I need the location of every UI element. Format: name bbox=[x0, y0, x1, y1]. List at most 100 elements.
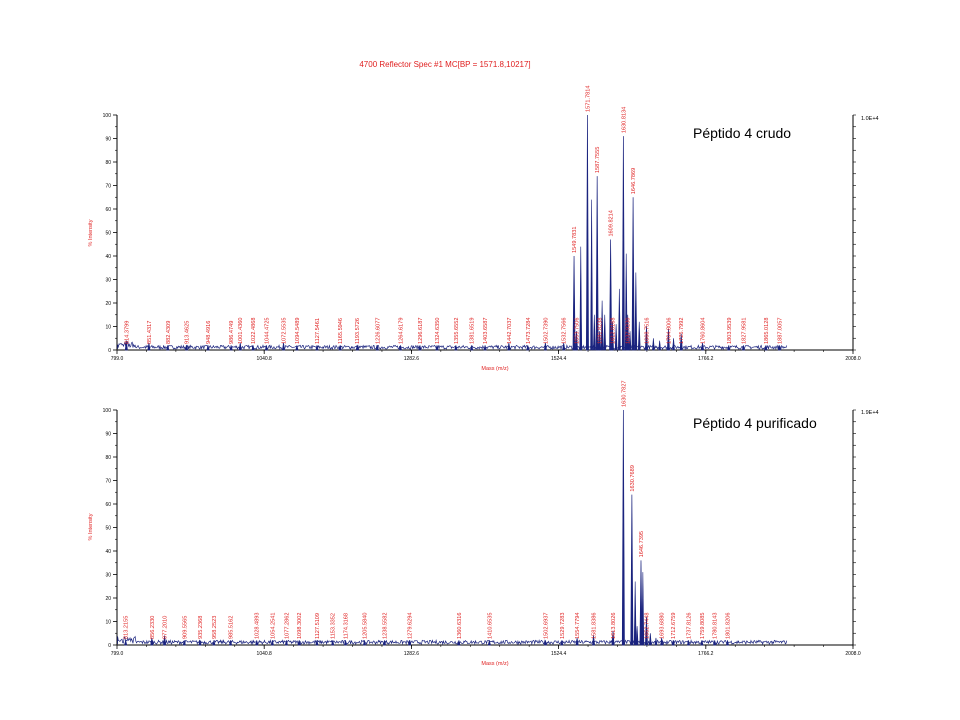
y-tick-label: 40 bbox=[105, 254, 111, 260]
peak-mass-label: 1094.5489 bbox=[295, 318, 301, 344]
y-tick-label: 0 bbox=[108, 643, 111, 649]
peak-line bbox=[637, 321, 641, 351]
x-tick-label: 1040.8 bbox=[257, 651, 273, 657]
peak-line bbox=[658, 340, 661, 351]
peak-mass-label: 851.4317 bbox=[147, 321, 153, 344]
peak-line bbox=[666, 328, 670, 351]
y-tick-label: 70 bbox=[105, 184, 111, 190]
peak-mass-label: 1780.8143 bbox=[713, 613, 719, 639]
peak-line bbox=[315, 345, 319, 351]
peak-line bbox=[284, 640, 288, 646]
spectrum-panel-2: 0 10 20 30 40 50 60 70 80 90 100 799.0 1040.8 1282.6 1… bbox=[88, 381, 879, 667]
peak-mass-label: 909.5565 bbox=[182, 616, 188, 639]
peak-line bbox=[295, 345, 299, 351]
peak-line bbox=[166, 345, 170, 351]
peak-mass-label: 1381.6519 bbox=[470, 318, 476, 344]
peak-line bbox=[592, 635, 596, 646]
peak-line bbox=[621, 409, 625, 646]
peak-mass-label: 1410.6535 bbox=[487, 613, 493, 639]
peak-line bbox=[543, 342, 547, 351]
peak-mass-label: 948.4916 bbox=[206, 321, 212, 344]
peak-line bbox=[686, 640, 691, 646]
peak-mass-label: 1887.0057 bbox=[777, 318, 783, 344]
peak-mass-label: 1630.7827 bbox=[621, 381, 627, 407]
peak-mass-label: 1587.7555 bbox=[595, 147, 601, 173]
peak-line bbox=[408, 640, 412, 646]
peak-line bbox=[671, 640, 675, 646]
peak-mass-label: 1001.4360 bbox=[238, 318, 244, 344]
peak-mass-label: 1591.8238 bbox=[598, 318, 604, 344]
peak-line bbox=[264, 345, 268, 351]
peak-line bbox=[229, 640, 233, 646]
y-tick-label: 50 bbox=[105, 231, 111, 237]
peak-mass-label: 1098.3002 bbox=[297, 613, 303, 639]
peak-mass-label: 856.2330 bbox=[150, 616, 156, 639]
peak-line bbox=[418, 345, 422, 351]
x-tick-label: 1040.8 bbox=[257, 356, 273, 362]
y-tick-label: 100 bbox=[103, 408, 112, 414]
peak-mass-label: 1668.7516 bbox=[644, 318, 650, 344]
intensity-scale-label: 1.9E+4 bbox=[861, 410, 879, 416]
peak-mass-label: 1553.7506 bbox=[574, 318, 580, 344]
peak-mass-label: 1226.6077 bbox=[375, 318, 381, 344]
peak-mass-label: 1712.6759 bbox=[671, 613, 677, 639]
peak-line bbox=[375, 345, 379, 351]
peak-line bbox=[315, 640, 319, 646]
peak-mass-label: 1637.9230 bbox=[626, 318, 632, 344]
peak-line bbox=[645, 326, 648, 351]
peak-mass-label: 1077.2862 bbox=[284, 613, 290, 639]
peak-mass-label: 1028.4893 bbox=[255, 613, 261, 639]
peak-line bbox=[590, 199, 593, 351]
peak-mass-label: 1238.5582 bbox=[383, 613, 389, 639]
peak-mass-label: 1205.5840 bbox=[363, 613, 369, 639]
peak-line bbox=[764, 345, 768, 351]
peak-mass-label: 1022.4868 bbox=[251, 318, 257, 344]
x-tick-label: 1766.2 bbox=[698, 356, 714, 362]
peak-line bbox=[609, 239, 613, 351]
y-tick-label: 80 bbox=[105, 455, 111, 461]
baseline-noise bbox=[117, 635, 788, 646]
peak-mass-label: 1193.5726 bbox=[355, 318, 361, 344]
peak-line bbox=[672, 338, 675, 351]
peak-mass-label: 1827.9581 bbox=[741, 318, 747, 344]
peak-mass-label: 1646.7395 bbox=[639, 531, 645, 557]
peak-line bbox=[633, 581, 637, 646]
peak-line bbox=[595, 176, 599, 351]
peak-line bbox=[470, 345, 474, 351]
peak-line bbox=[727, 345, 731, 351]
peak-mass-label: 1693.6880 bbox=[660, 613, 666, 639]
peak-mass-label: 1737.8126 bbox=[687, 613, 693, 639]
peak-mass-label: 813.2155 bbox=[124, 616, 130, 639]
peak-line bbox=[575, 637, 579, 646]
peak-mass-label: 1355.6552 bbox=[454, 318, 460, 344]
peak-mass-label: 882.4309 bbox=[166, 321, 172, 344]
y-tick-label: 80 bbox=[105, 160, 111, 166]
peak-line bbox=[338, 345, 342, 351]
peak-line bbox=[631, 197, 635, 351]
peak-line bbox=[487, 640, 491, 646]
y-tick-label: 60 bbox=[105, 207, 111, 213]
peak-mass-label: 1609.8214 bbox=[609, 210, 615, 236]
peak-line bbox=[124, 340, 128, 351]
peak-mass-label: 1532.7566 bbox=[562, 318, 568, 344]
peak-line bbox=[572, 255, 576, 351]
x-tick-label: 799.0 bbox=[111, 651, 124, 657]
y-tick-label: 90 bbox=[105, 137, 111, 143]
peak-line bbox=[435, 345, 439, 351]
peak-line bbox=[212, 640, 216, 646]
peak-mass-label: 1324.6350 bbox=[435, 318, 441, 344]
peak-mass-label: 958.2523 bbox=[212, 616, 218, 639]
peak-line bbox=[713, 640, 717, 646]
peak-line bbox=[457, 640, 461, 646]
peak-line bbox=[507, 342, 511, 351]
peak-line bbox=[124, 640, 128, 646]
peak-line bbox=[634, 272, 638, 351]
peak-line bbox=[641, 572, 645, 646]
x-tick-label: 1766.2 bbox=[698, 651, 714, 657]
x-tick-label: 799.0 bbox=[111, 356, 124, 362]
peak-line bbox=[652, 338, 655, 351]
peak-line bbox=[198, 640, 202, 646]
peak-line bbox=[639, 560, 643, 646]
y-axis-title: % Intensity bbox=[88, 513, 94, 540]
